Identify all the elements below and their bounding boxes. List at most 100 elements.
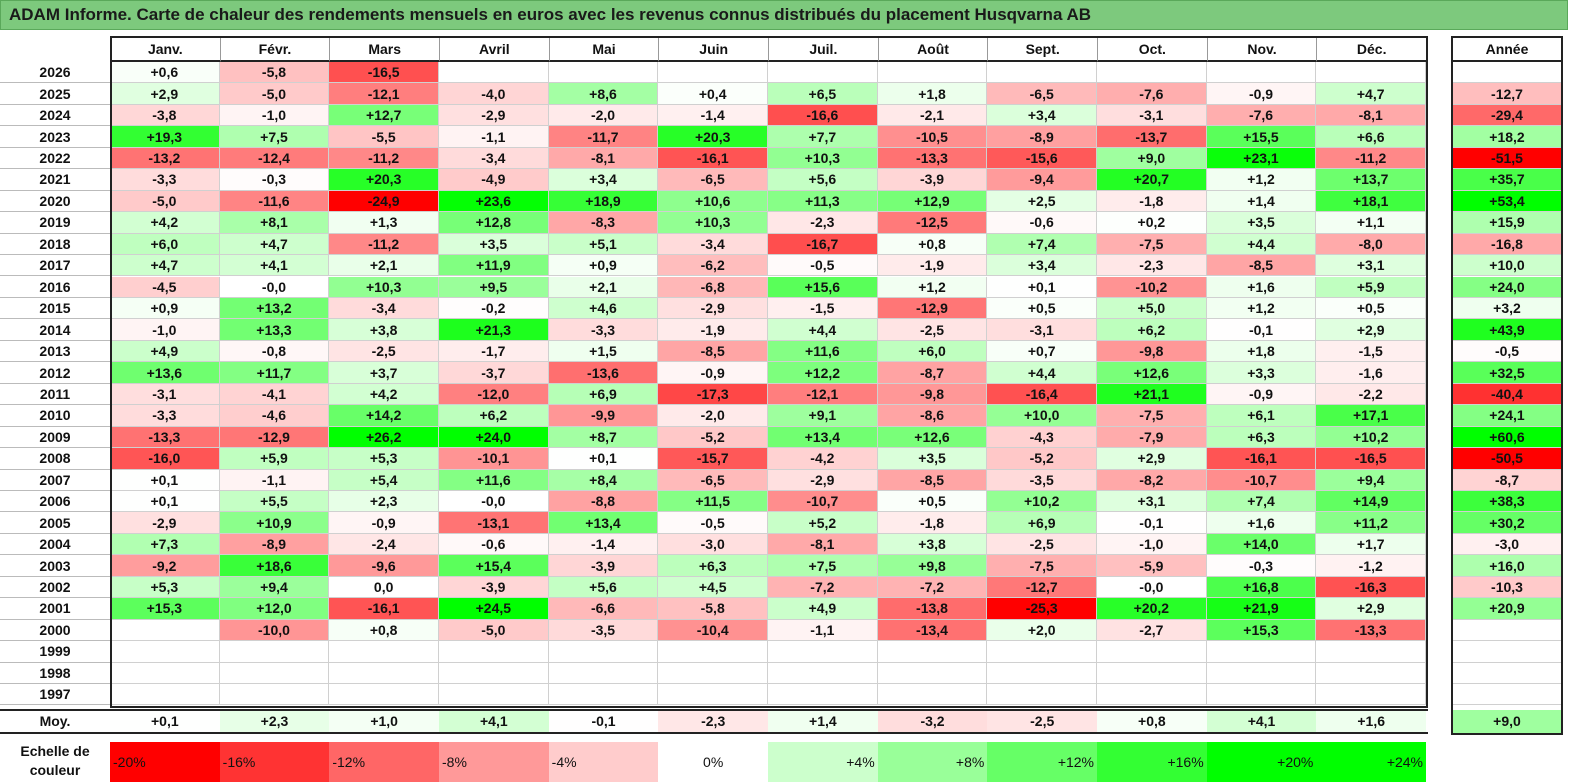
heatmap-cell: +18,1 (1316, 190, 1427, 213)
column-header: Déc. (1316, 36, 1427, 62)
heatmap-cell (548, 62, 659, 84)
heatmap-cell: -24,9 (329, 190, 439, 213)
heatmap-cell: -1,6 (1316, 362, 1427, 384)
annual-cell: +30,2 (1451, 512, 1563, 534)
column-header: Avril (439, 36, 549, 62)
heatmap-cell (1206, 62, 1317, 84)
heatmap-cell: -0,6 (439, 533, 549, 556)
heatmap-cell: -13,3 (110, 426, 220, 449)
column-header: Nov. (1206, 36, 1317, 62)
heatmap-cell: -3,7 (439, 362, 549, 384)
column-header: Mai (548, 36, 659, 62)
heatmap-cell: +4,4 (1206, 233, 1317, 256)
heatmap-cell: +4,2 (110, 212, 220, 234)
heatmap-cell: -7,9 (1097, 426, 1207, 449)
annual-cell: +53,4 (1451, 190, 1563, 213)
heatmap-cell: -13,4 (877, 619, 988, 642)
heatmap-cell: +3,8 (877, 533, 988, 556)
heatmap-cell: +0,2 (1097, 212, 1207, 234)
heatmap-cell (219, 684, 330, 706)
year-label: 2025 (0, 83, 110, 105)
year-label: 2005 (0, 512, 110, 534)
heatmap-cell: -7,6 (1097, 83, 1207, 105)
heatmap-cell: -9,9 (548, 405, 659, 427)
heatmap-cell (768, 684, 878, 706)
heatmap-cell: +17,1 (1316, 405, 1427, 427)
year-label: 2011 (0, 384, 110, 406)
average-annual-cell: +9,0 (1453, 709, 1561, 733)
year-label: 2018 (0, 234, 110, 256)
heatmap-cell: -9,8 (1097, 340, 1207, 363)
heatmap-cell: +6,2 (1097, 319, 1207, 341)
heatmap-cell (548, 684, 659, 706)
heatmap-cell: +8,7 (548, 426, 659, 449)
heatmap-cell: -10,2 (1097, 276, 1207, 298)
annual-cell: +10,0 (1451, 255, 1563, 277)
heatmap-cell: -3,0 (658, 533, 768, 556)
heatmap-cell: -8,9 (219, 533, 330, 556)
heatmap-cell: -12,7 (987, 576, 1098, 599)
heatmap-cell (439, 62, 549, 84)
heatmap-cell (329, 641, 439, 663)
heatmap-cell: +6,3 (658, 555, 768, 577)
heatmap-cell: -2,7 (1097, 619, 1207, 642)
heatmap-cell: +3,3 (1206, 362, 1317, 384)
heatmap-cell: -5,0 (110, 190, 220, 213)
year-label: 1999 (0, 641, 110, 663)
heatmap-cell: -8,2 (1097, 469, 1207, 491)
heatmap-cell: +0,9 (548, 255, 659, 277)
heatmap-cell: +12,6 (877, 426, 988, 449)
heatmap-cell: +2,9 (1097, 448, 1207, 470)
year-label: 2003 (0, 555, 110, 577)
year-label: 2004 (0, 534, 110, 556)
heatmap-cell: +0,5 (1316, 297, 1427, 320)
heatmap-cell: +1,5 (548, 340, 659, 363)
heatmap-cell: -0,0 (1097, 576, 1207, 599)
heatmap-cell: +4,7 (219, 233, 330, 256)
heatmap-cell: +4,9 (110, 340, 220, 363)
heatmap-cell: +2,9 (1316, 598, 1427, 620)
heatmap-cell: +13,6 (110, 362, 220, 384)
heatmap-cell: +0,9 (110, 297, 220, 320)
heatmap-cell: -6,8 (658, 276, 768, 298)
heatmap-cell: +18,6 (219, 555, 330, 577)
year-label: 2015 (0, 298, 110, 320)
heatmap-cell: -6,5 (658, 169, 768, 191)
color-scale-label: Echelle de couleur (20, 743, 90, 778)
heatmap-cell: -17,3 (658, 383, 768, 406)
heatmap-cell: +6,9 (548, 383, 659, 406)
heatmap-cell: +4,9 (768, 598, 878, 620)
heatmap-cell: -6,5 (987, 83, 1098, 105)
heatmap-cell: -3,5 (548, 619, 659, 642)
heatmap-cell (548, 662, 659, 685)
annual-cell: +35,7 (1451, 169, 1563, 191)
heatmap-cell: +5,9 (219, 448, 330, 470)
heatmap-cell: -2,9 (768, 469, 878, 491)
heatmap-cell: +14,0 (1206, 533, 1317, 556)
heatmap-cell: +9,5 (439, 276, 549, 298)
heatmap-cell: -10,0 (219, 619, 330, 642)
heatmap-cell: +1,2 (1206, 169, 1317, 191)
heatmap-cell: +5,2 (768, 512, 878, 534)
heatmap-cell: +9,1 (768, 405, 878, 427)
annual-cell (1451, 641, 1563, 663)
heatmap-cell: +4,4 (768, 319, 878, 341)
heatmap-cell: -3,1 (1097, 104, 1207, 127)
heatmap-cell: +24,0 (439, 426, 549, 449)
heatmap-cell (110, 662, 220, 685)
heatmap-cell: +9,8 (877, 555, 988, 577)
color-scale-step: -20% (110, 742, 220, 782)
heatmap-cell: -2,5 (329, 340, 439, 363)
average-cell: -2,5 (987, 709, 1098, 733)
heatmap-cell: -5,2 (987, 448, 1098, 470)
heatmap-cell: +3,4 (548, 169, 659, 191)
heatmap-cell: +1,8 (1206, 340, 1317, 363)
heatmap-cell: -5,0 (219, 83, 330, 105)
year-label: 2023 (0, 126, 110, 148)
heatmap-cell (658, 62, 768, 84)
heatmap-cell: -4,5 (110, 276, 220, 298)
heatmap-cell: +10,6 (658, 190, 768, 213)
heatmap-cell: +0,1 (110, 491, 220, 513)
year-label: 2008 (0, 448, 110, 470)
heatmap-cell: +6,3 (1206, 426, 1317, 449)
